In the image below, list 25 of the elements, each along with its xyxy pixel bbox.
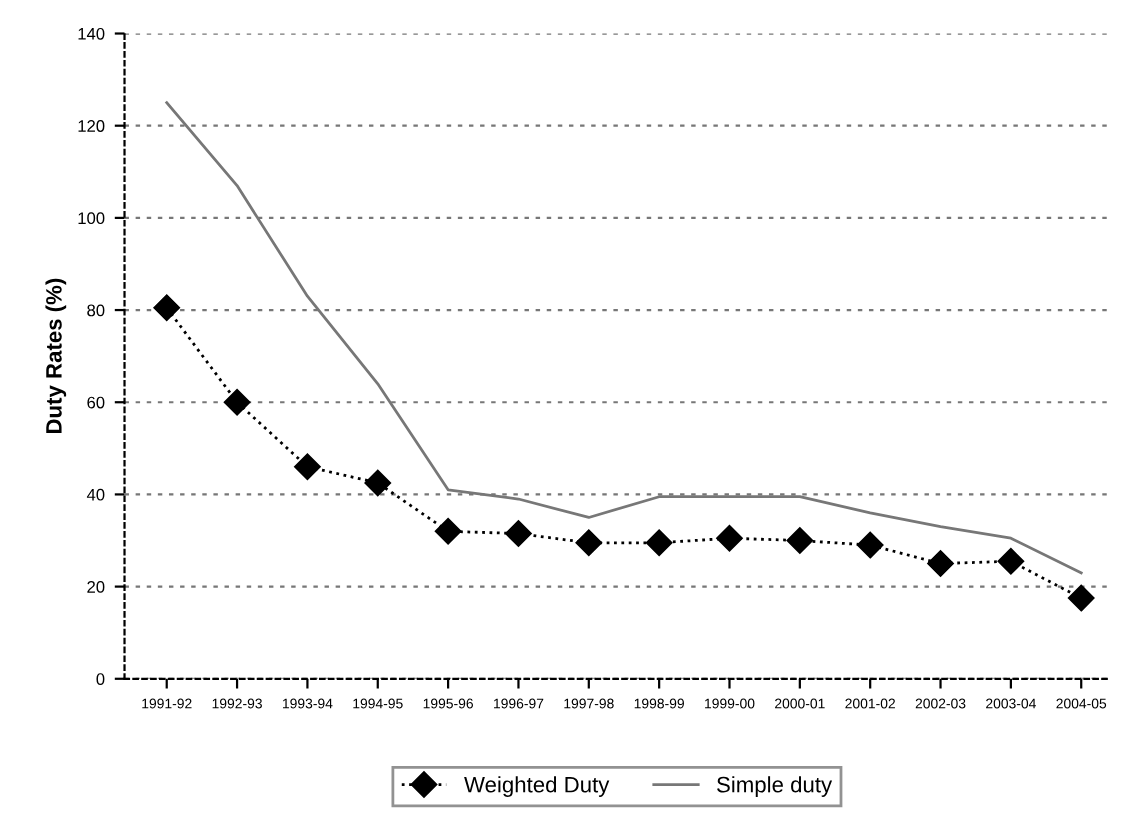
point	[645, 529, 673, 556]
legend-label: Simple duty	[717, 776, 833, 797]
point	[997, 548, 1025, 575]
point	[927, 550, 954, 577]
point	[364, 469, 391, 497]
y-axis-title: Duty Rates (%)	[45, 278, 67, 434]
point	[294, 453, 321, 480]
point	[505, 520, 532, 547]
point	[1068, 584, 1095, 612]
y-tick-label: 80	[87, 304, 105, 317]
y-tick-label: 20	[87, 581, 105, 593]
y-tick-label: 60	[87, 396, 105, 409]
point	[223, 389, 251, 416]
point	[434, 518, 462, 545]
y-tick-label: 120	[78, 120, 105, 132]
point	[857, 531, 884, 559]
y-tick-label: 140	[78, 27, 105, 40]
y-tick-label: 40	[86, 488, 105, 501]
point	[786, 527, 814, 554]
y-tick-label: 100	[78, 212, 105, 225]
point	[153, 294, 180, 321]
point	[575, 529, 602, 556]
y-tick-label: 0	[96, 673, 105, 685]
point	[716, 525, 743, 552]
legend-label: Weighted Duty	[464, 776, 610, 797]
